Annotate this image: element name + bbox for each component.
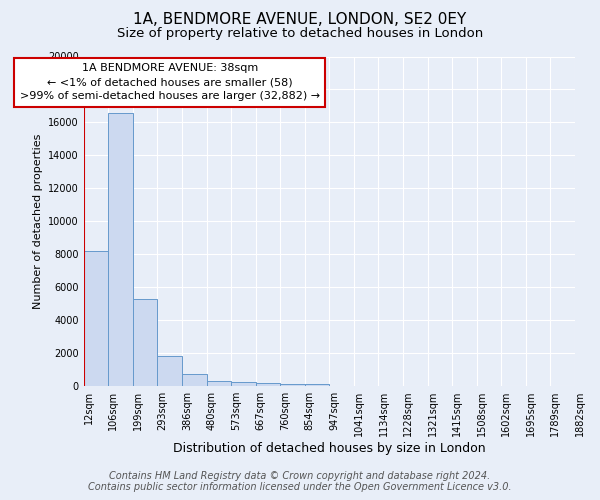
Text: 1A BENDMORE AVENUE: 38sqm
← <1% of detached houses are smaller (58)
>99% of semi: 1A BENDMORE AVENUE: 38sqm ← <1% of detac… (20, 63, 320, 101)
Bar (280, 384, 305, 386)
Y-axis label: Number of detached properties: Number of detached properties (32, 134, 43, 309)
Bar (206, 380, 231, 386)
Bar (256, 383, 280, 386)
Text: Contains HM Land Registry data © Crown copyright and database right 2024.
Contai: Contains HM Land Registry data © Crown c… (88, 471, 512, 492)
Bar (157, 356, 182, 386)
Text: Size of property relative to detached houses in London: Size of property relative to detached ho… (117, 28, 483, 40)
Text: 1A, BENDMORE AVENUE, LONDON, SE2 0EY: 1A, BENDMORE AVENUE, LONDON, SE2 0EY (133, 12, 467, 28)
X-axis label: Distribution of detached houses by size in London: Distribution of detached houses by size … (173, 442, 485, 455)
Bar (83, 251, 108, 386)
Bar (231, 382, 256, 386)
Bar (108, 112, 133, 386)
Bar (305, 384, 329, 386)
Bar (182, 374, 206, 386)
Bar (133, 298, 157, 386)
